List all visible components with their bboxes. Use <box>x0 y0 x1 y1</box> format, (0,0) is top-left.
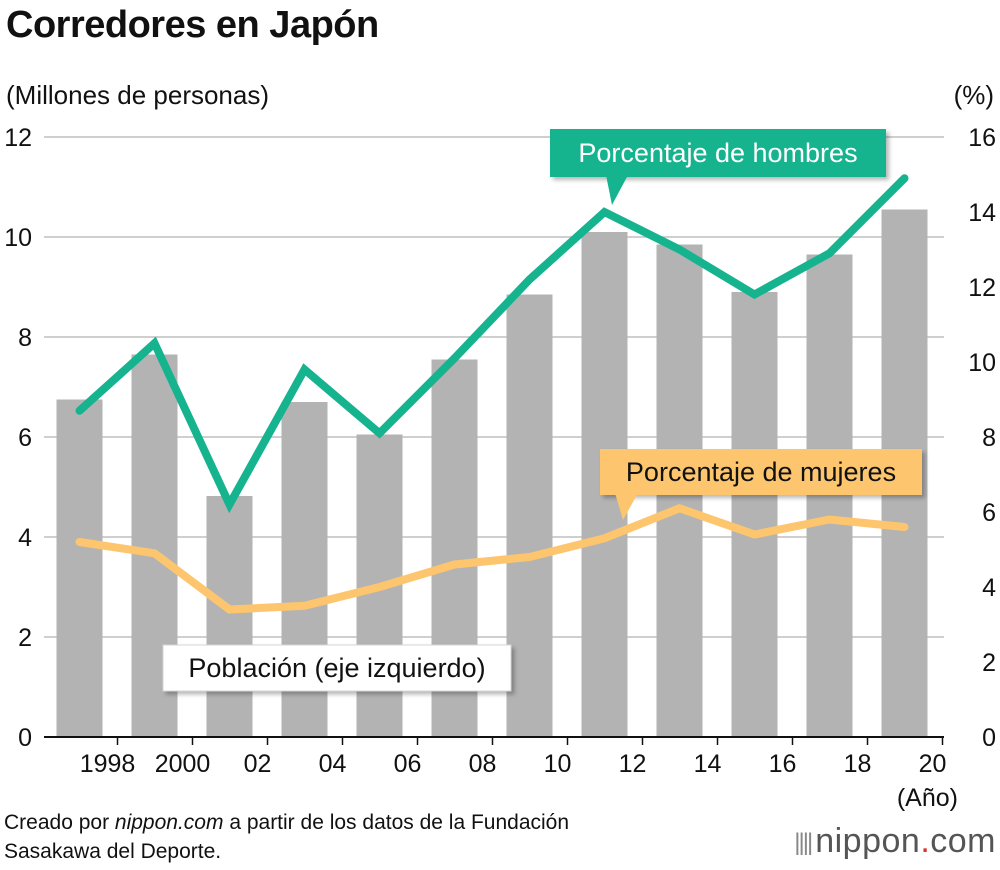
label-mujeres: Porcentaje de mujeres <box>626 457 896 487</box>
line-mujeres-point <box>454 564 455 565</box>
line-mujeres-point <box>529 556 530 558</box>
x-tick-label: 16 <box>769 750 797 778</box>
bar-poblacion <box>731 292 778 737</box>
source-credit: Creado por nippon.com a partir de los da… <box>4 808 569 866</box>
brand-tld: com <box>930 822 996 860</box>
x-tick-label: 18 <box>844 750 872 778</box>
line-mujeres-point <box>379 586 380 588</box>
bar-poblacion <box>806 254 853 737</box>
x-tick-label: 14 <box>694 750 722 778</box>
line-mujeres-point <box>829 519 830 520</box>
line-mujeres-point <box>904 526 905 528</box>
label-hombres: Porcentaje de hombres <box>578 138 857 168</box>
line-hombres-point <box>604 211 605 213</box>
y-right-tick-label: 12 <box>968 274 996 302</box>
credit-line2: Sasakawa del Deporte. <box>4 840 222 863</box>
y-right-tick-label: 6 <box>982 499 996 527</box>
brand-logo: |||| nippon.com <box>794 822 996 861</box>
bar-poblacion <box>206 496 253 737</box>
line-mujeres-point <box>154 552 155 554</box>
line-mujeres-point <box>604 537 605 539</box>
y-left-tick-label: 6 <box>18 424 32 452</box>
brand-dot: . <box>920 822 931 860</box>
line-hombres-point <box>379 432 380 434</box>
line-hombres-point <box>304 369 305 370</box>
line-mujeres-point <box>79 541 80 543</box>
chart-title: Corredores en Japón <box>6 4 379 46</box>
line-mujeres-point <box>679 507 680 509</box>
y-right-tick-label: 8 <box>982 424 996 452</box>
x-tick-label: 02 <box>244 750 272 778</box>
y-right-tick-label: 0 <box>982 724 996 752</box>
x-tick-label: 08 <box>469 750 497 778</box>
y-right-tick-label: 2 <box>982 649 996 677</box>
line-hombres-point <box>154 342 155 344</box>
line-hombres <box>75 174 909 514</box>
x-tick-label: 1998 <box>80 750 136 778</box>
line-mujeres <box>75 503 909 614</box>
line-hombres-point <box>679 249 680 250</box>
y-left-tick-label: 4 <box>18 524 32 552</box>
y-axis-right-label: (%) <box>953 80 994 110</box>
credit-line1-rest: a partir de los datos de la Fundación <box>223 811 570 834</box>
x-axis-label: (Año) <box>897 784 958 812</box>
y-left-tick-label: 12 <box>4 124 32 152</box>
bar-poblacion <box>56 399 103 737</box>
y-left-tick-label: 0 <box>18 724 32 752</box>
line-hombres-point <box>904 177 905 179</box>
bar-poblacion <box>506 294 553 737</box>
line-mujeres-point <box>229 609 230 610</box>
y-right-tick-label: 10 <box>968 349 996 377</box>
x-tick-label: 04 <box>319 750 347 778</box>
label-hombres-pointer <box>606 175 628 205</box>
y-right-tick-label: 14 <box>968 199 996 227</box>
x-tick-label: 20 <box>919 750 947 778</box>
y-right-tick-label: 16 <box>968 124 996 152</box>
label-poblacion-box <box>162 644 512 692</box>
label-hombres-box <box>550 129 886 177</box>
x-tick-label: 12 <box>619 750 647 778</box>
x-tick-label: 2000 <box>155 750 211 778</box>
line-hombres-point <box>529 279 530 280</box>
y-left-tick-label: 8 <box>18 324 32 352</box>
credit-prefix: Creado por <box>4 811 115 834</box>
line-hombres-point <box>229 504 230 505</box>
line-hombres-point <box>79 410 80 412</box>
y-axis-left-label: (Millones de personas) <box>6 80 270 110</box>
label-mujeres-box <box>600 449 922 495</box>
line-hombres-point <box>454 357 455 359</box>
bars-logo-icon: |||| <box>794 829 813 857</box>
line-mujeres-point <box>304 605 305 607</box>
y-right-tick-label: 4 <box>982 574 996 602</box>
line-hombres-point <box>754 294 755 295</box>
credit-site[interactable]: nippon.com <box>114 811 224 834</box>
brand-name: nippon <box>815 822 921 860</box>
line-mujeres-point <box>754 534 755 535</box>
y-left-tick-label: 10 <box>4 224 32 252</box>
x-tick-label: 10 <box>544 750 572 778</box>
y-left-tick-label: 2 <box>18 624 32 652</box>
line-hombres-point <box>829 252 830 254</box>
label-poblacion: Población (eje izquierdo) <box>188 653 485 683</box>
label-mujeres-pointer <box>615 493 638 520</box>
x-tick-label: 06 <box>394 750 422 778</box>
